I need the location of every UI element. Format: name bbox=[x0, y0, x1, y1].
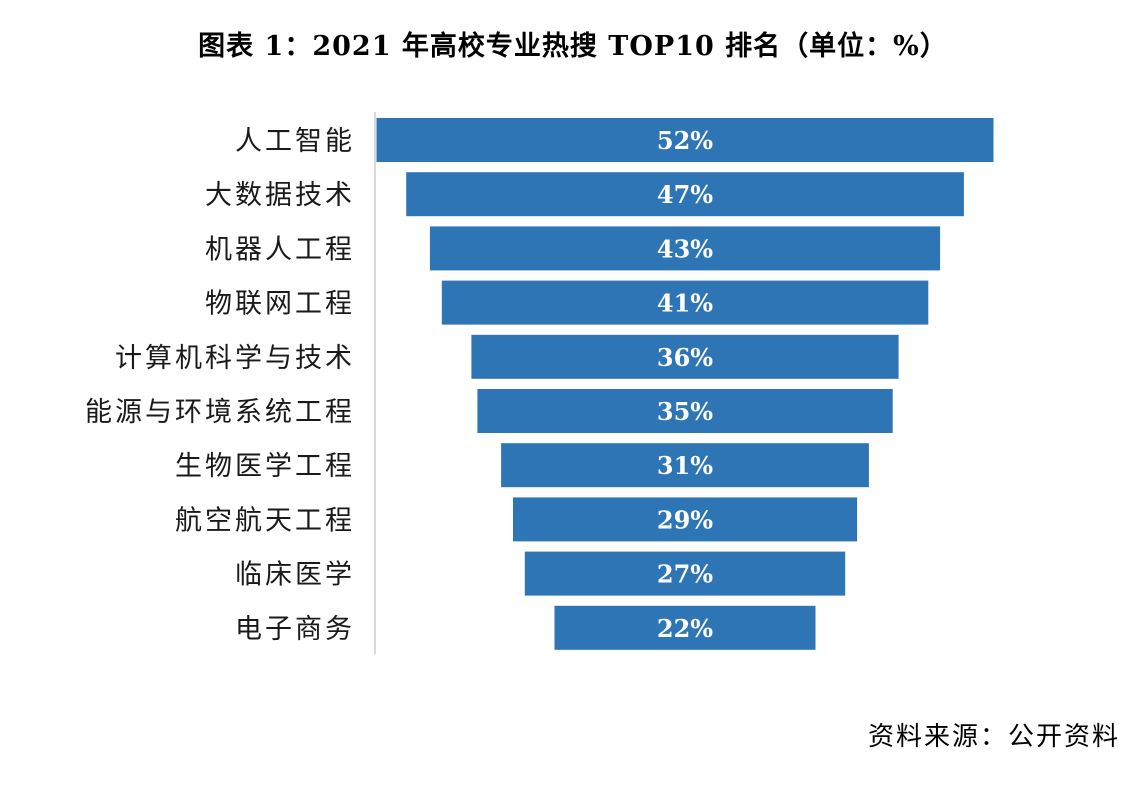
bar-9 bbox=[524, 551, 846, 596]
data-label-3: 43% bbox=[657, 234, 713, 263]
category-label-1: 人工智能 bbox=[235, 126, 355, 157]
bar-5 bbox=[471, 334, 899, 379]
data-label-7: 31% bbox=[657, 451, 713, 480]
category-label-3: 机器人工程 bbox=[205, 234, 355, 265]
data-label-9: 27% bbox=[657, 560, 713, 589]
category-label-4: 物联网工程 bbox=[205, 289, 355, 320]
data-label-8: 29% bbox=[657, 505, 713, 534]
bar-3 bbox=[429, 226, 941, 271]
bar-10 bbox=[554, 605, 816, 650]
data-label-4: 41% bbox=[657, 289, 713, 318]
source-note: 资料来源：公开资料 bbox=[867, 722, 1120, 752]
category-label-8: 航空航天工程 bbox=[175, 505, 355, 536]
bar-2 bbox=[406, 172, 964, 217]
category-label-2: 大数据技术 bbox=[205, 180, 355, 211]
bar-7 bbox=[501, 443, 869, 488]
data-label-1: 52% bbox=[657, 126, 713, 155]
data-label-6: 35% bbox=[657, 397, 713, 426]
bar-6 bbox=[477, 389, 893, 433]
category-label-5: 计算机科学与技术 bbox=[115, 343, 355, 374]
data-label-10: 22% bbox=[657, 614, 713, 643]
category-label-7: 生物医学工程 bbox=[175, 451, 355, 482]
chart-title: 图表 1：2021 年高校专业热搜 TOP10 排名（单位：%） bbox=[198, 31, 948, 62]
bar-group: 52% 人工智能 47% 大数据技术 43% 机器人工程 41% 物联网工程 36% 计算机科学与… bbox=[85, 118, 994, 650]
bar-1 bbox=[376, 118, 994, 162]
category-label-10: 电子商务 bbox=[235, 614, 355, 645]
bar-8 bbox=[513, 497, 858, 542]
category-label-9: 临床医学 bbox=[235, 560, 355, 591]
data-label-2: 47% bbox=[657, 180, 713, 209]
data-label-5: 36% bbox=[657, 343, 713, 372]
category-label-6: 能源与环境系统工程 bbox=[85, 397, 355, 428]
bar-4 bbox=[441, 280, 929, 325]
